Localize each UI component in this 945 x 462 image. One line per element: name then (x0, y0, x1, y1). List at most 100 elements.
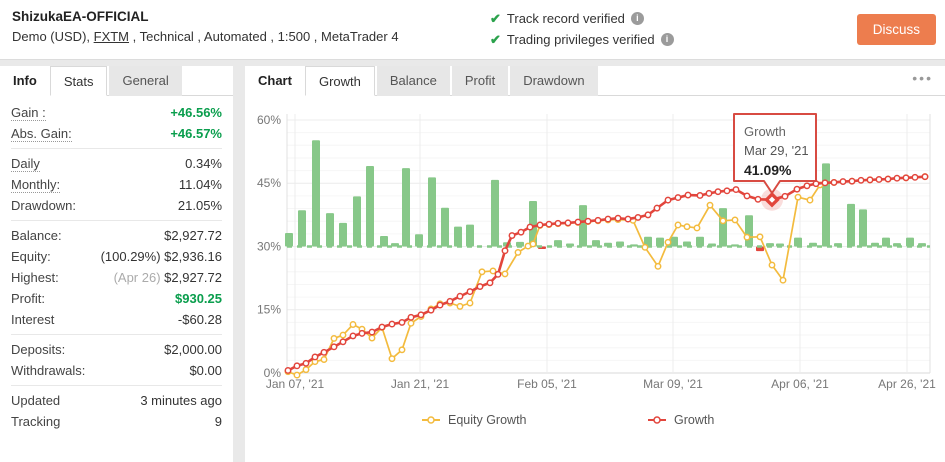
data-point-marker (803, 182, 811, 190)
y-axis-label: 15% (257, 303, 281, 317)
data-point-marker (921, 173, 929, 181)
data-point-marker (486, 279, 494, 287)
data-point-marker (417, 311, 425, 319)
data-point-marker (902, 174, 910, 182)
chart-bar (696, 236, 704, 247)
chart-bar (656, 237, 664, 247)
x-axis-label: Feb 05, '21 (517, 377, 577, 391)
tooltip-series: Growth (744, 124, 786, 139)
data-point-marker (339, 331, 347, 339)
highlighted-point (761, 188, 783, 211)
stats-sidebar: Info Stats General Gain : +46.56% Abs. Gain:… (0, 66, 233, 462)
chart-tab-chart[interactable]: Chart (245, 66, 305, 96)
growth-line (284, 173, 929, 374)
verification-block: ✔ Track record verified i ✔ Trading priv… (490, 8, 674, 50)
data-point-marker (768, 261, 776, 269)
stat-row: Abs. Gain: +46.57% (11, 123, 222, 144)
header-bar: ShizukaEA-OFFICIAL Demo (USD), FXTM , Te… (0, 0, 945, 60)
chart-bar (616, 241, 624, 247)
data-point-marker (554, 219, 562, 227)
data-point-marker (857, 176, 865, 184)
chart-bar (822, 163, 830, 247)
y-axis-label: 45% (257, 176, 281, 190)
data-point-marker (466, 288, 474, 296)
more-options-icon[interactable]: ••• (912, 70, 933, 86)
info-icon[interactable]: i (660, 33, 674, 46)
chart-tab-balance[interactable]: Balance (376, 66, 450, 96)
stat-value: $0.00 (189, 363, 222, 378)
data-point-marker (368, 328, 376, 336)
account-subtitle: Demo (USD), FXTM , Technical , Automated… (12, 29, 399, 44)
data-point-marker (293, 362, 301, 370)
data-point-marker (911, 173, 919, 181)
growth-chart[interactable]: 0% 15% 30% 45% 60% Jan 07, '21 Jan 21, '21 Feb … (245, 100, 945, 462)
data-point-marker (545, 220, 553, 228)
data-point-marker (705, 189, 713, 197)
stat-label[interactable]: Monthly: (11, 176, 61, 193)
data-point-marker (466, 299, 474, 307)
stat-value: $2,000.00 (164, 342, 222, 357)
sidebar-tab-stats[interactable]: Stats (49, 66, 108, 96)
stat-label[interactable]: Gain : (11, 104, 46, 121)
stat-label: Highest: (11, 270, 59, 285)
stat-label: Drawdown: (11, 198, 77, 213)
stat-label: Balance: (11, 228, 62, 243)
data-point-marker (743, 192, 751, 200)
sidebar-tab-general[interactable]: General (109, 66, 182, 96)
broker-link[interactable]: FXTM (93, 29, 130, 44)
data-point-marker (641, 243, 649, 251)
stat-section: Updated 3 minutes ago Tracking 9 (11, 386, 222, 436)
data-point-marker (293, 371, 301, 379)
data-point-marker (684, 191, 692, 199)
grid-layer: 0% 15% 30% 45% 60% Jan 07, '21 Jan 21, '21 Feb … (257, 113, 936, 391)
stat-row: Deposits: $2,000.00 (11, 339, 222, 360)
data-point-marker (526, 223, 534, 231)
chart-bar (906, 237, 914, 247)
x-axis-label: Jan 07, '21 (266, 377, 325, 391)
stat-label: Equity: (11, 249, 51, 264)
data-point-marker (731, 216, 739, 224)
data-point-marker (696, 192, 704, 199)
chart-tab-growth[interactable]: Growth (304, 66, 375, 96)
chart-bar (847, 203, 855, 247)
stat-label[interactable]: Abs. Gain: (11, 125, 72, 142)
stat-label[interactable]: Daily (11, 155, 40, 172)
data-point-marker (456, 302, 464, 310)
discuss-button[interactable]: Discuss (856, 14, 936, 45)
data-point-marker (614, 214, 622, 222)
chart-tab-profit[interactable]: Profit (451, 66, 509, 96)
verification-row: ✔ Trading privileges verified i (490, 29, 674, 50)
data-point-marker (723, 187, 731, 195)
data-point-marker (674, 194, 682, 202)
data-point-marker (349, 321, 357, 328)
data-point-marker (517, 228, 525, 236)
data-point-marker (368, 334, 376, 342)
chart-tab-drawdown[interactable]: Drawdown (510, 66, 598, 96)
subtitle-prefix: Demo (USD), (12, 29, 94, 44)
chart-bar (882, 237, 890, 247)
data-point-marker (732, 186, 740, 194)
legend-marker (427, 416, 435, 424)
data-point-marker (456, 292, 464, 300)
verification-label: Trading privileges verified (506, 32, 655, 47)
data-point-marker (754, 195, 762, 203)
data-point-marker (427, 306, 435, 314)
chart-bar (719, 208, 727, 247)
chart-bar (366, 165, 374, 247)
chart-bar (579, 205, 587, 247)
chart-legend: Equity Growth Growth (422, 413, 714, 427)
chart-bar (285, 233, 293, 247)
data-point-marker (654, 262, 662, 270)
sidebar-tab-info[interactable]: Info (0, 66, 50, 96)
verification-row: ✔ Track record verified i (490, 8, 674, 29)
info-icon[interactable]: i (630, 12, 644, 25)
data-point-marker (536, 221, 544, 229)
stat-value: (100.29%) $2,936.16 (100, 249, 222, 264)
data-point-marker (683, 223, 691, 231)
sidebar-stats: Gain : +46.56% Abs. Gain: +46.57% Daily 0.34%… (0, 96, 233, 436)
chart-bar (441, 207, 449, 247)
data-point-marker (674, 221, 682, 229)
chart-bar (380, 235, 388, 247)
data-point-marker (624, 215, 632, 223)
chart-bar (491, 179, 499, 247)
